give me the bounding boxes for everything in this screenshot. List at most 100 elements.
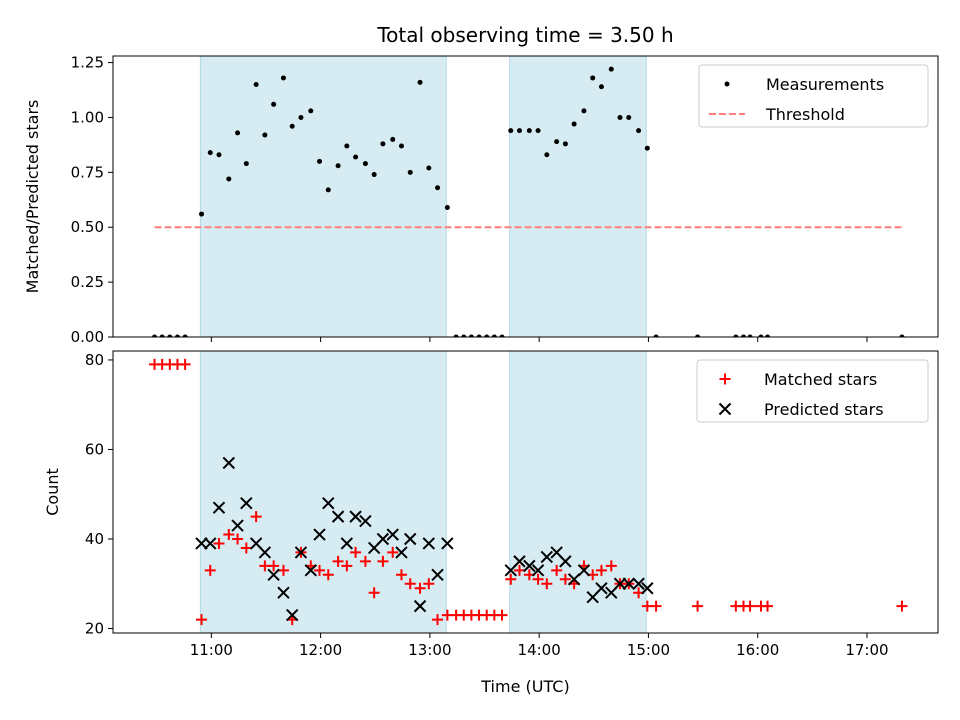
y-tick-label: 80 — [85, 351, 104, 369]
predicted-star-point — [641, 582, 654, 595]
measurement-point — [159, 334, 165, 337]
measurement-point — [235, 130, 241, 136]
matched-star-point — [204, 564, 216, 576]
matched-star-point — [650, 600, 662, 612]
matched-star-point — [404, 578, 416, 590]
measurement-point — [499, 334, 505, 337]
measurement-point — [476, 334, 482, 337]
matched-star-point — [744, 600, 756, 612]
measurement-point — [207, 150, 213, 156]
matched-star-point — [432, 614, 444, 626]
measurement-point — [271, 101, 277, 107]
series-measurements — [152, 66, 905, 337]
legend-box — [698, 64, 929, 128]
predicted-star-point — [413, 599, 427, 613]
predicted-star-point — [349, 510, 362, 523]
measurement-point — [317, 158, 323, 164]
measurement-point — [398, 143, 404, 149]
measurement-point — [199, 211, 205, 217]
measurement-point — [308, 108, 314, 114]
measurement-point — [653, 334, 659, 337]
matched-star-point — [341, 560, 353, 572]
measurement-point — [344, 143, 350, 149]
measurement-point — [554, 139, 560, 145]
measurement-point — [461, 334, 467, 337]
measurement-point — [526, 128, 532, 134]
matched-star-point — [277, 564, 289, 576]
x-tick-label: 11:00 — [190, 641, 233, 659]
legend-matched-swatch — [719, 373, 731, 385]
measurement-point — [516, 128, 522, 134]
predicted-star-point — [422, 537, 436, 550]
matched-star-point — [368, 587, 380, 599]
measurement-point — [380, 141, 386, 147]
predicted-star-point — [222, 456, 236, 470]
measurement-point — [243, 161, 249, 167]
predicted-star-point — [622, 577, 635, 590]
measurement-point — [216, 152, 222, 158]
measurement-point — [758, 334, 764, 337]
observing-interval-band — [509, 55, 647, 338]
matched-star-point — [513, 564, 525, 576]
measurement-point — [407, 169, 413, 175]
predicted-star-point — [513, 555, 526, 568]
predicted-star-point — [431, 568, 444, 582]
matched-star-point — [196, 614, 208, 626]
measurement-point — [733, 334, 739, 337]
measurement-point — [508, 128, 514, 134]
matched-star-point — [240, 542, 252, 554]
predicted-star-point — [395, 546, 408, 559]
matched-star-point — [532, 573, 544, 585]
predicted-star-point — [441, 537, 454, 550]
predicted-star-point — [294, 546, 308, 559]
matched-star-point — [314, 564, 326, 576]
predicted-star-point — [523, 559, 536, 573]
predicted-star-point — [277, 586, 290, 599]
measurement-point — [325, 187, 331, 193]
observing-interval-band — [509, 350, 647, 634]
observing-interval-band — [199, 350, 447, 634]
measurement-point — [747, 334, 753, 337]
predicted-star-point — [577, 564, 591, 577]
matched-star-point — [423, 578, 435, 590]
measurement-point — [535, 128, 541, 134]
measurement-point — [371, 172, 377, 178]
measurement-point — [262, 132, 268, 138]
matched-star-point — [268, 560, 280, 572]
legend-label: Threshold — [765, 105, 845, 124]
matched-star-point — [232, 533, 244, 545]
measurement-point — [617, 114, 623, 120]
matched-star-point — [762, 600, 774, 612]
measurement-point — [644, 145, 650, 151]
predicted-star-point — [386, 528, 399, 541]
measurement-point — [590, 75, 596, 81]
predicted-star-point — [559, 555, 572, 568]
y-axis-label: Count — [43, 468, 62, 516]
x-tick-label: 15:00 — [627, 641, 670, 659]
measurement-point — [174, 334, 180, 337]
legend-label: Predicted stars — [764, 400, 884, 419]
matched-star-point — [250, 511, 262, 523]
matched-star-point — [359, 555, 371, 567]
predicted-star-point — [204, 537, 217, 550]
y-tick-label: 60 — [85, 440, 104, 458]
predicted-star-point — [567, 573, 581, 586]
predicted-star-point — [240, 496, 253, 510]
predicted-star-point — [376, 532, 390, 546]
measurement-point — [453, 334, 459, 337]
measurement-point — [562, 141, 568, 147]
measurement-point — [167, 334, 173, 337]
matched-star-point — [377, 555, 389, 567]
y-tick-label: 1.00 — [71, 108, 104, 126]
measurement-point — [353, 154, 359, 160]
predicted-star-point — [267, 568, 280, 582]
matched-star-point — [350, 546, 362, 558]
x-tick-label: 14:00 — [518, 641, 561, 659]
measurement-point — [226, 176, 232, 182]
measurement-point — [571, 121, 577, 127]
measurement-point — [740, 334, 746, 337]
bottom-panel: 20 40 60 80 11:00 12:00 13:00 14:00 15:00 16:00 17… — [43, 350, 939, 659]
plot-frame — [112, 350, 939, 634]
measurement-point — [298, 114, 304, 120]
matched-star-point — [496, 609, 508, 621]
